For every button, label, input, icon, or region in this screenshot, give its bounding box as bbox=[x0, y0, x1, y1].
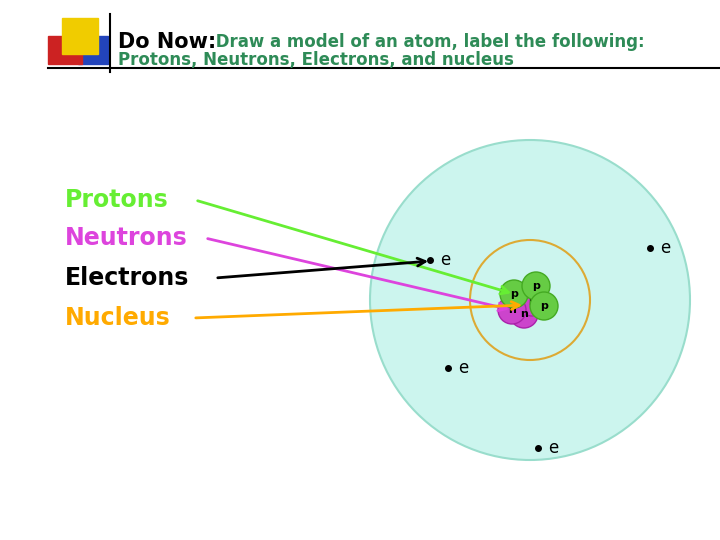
Text: Protons, Neutrons, Electrons, and nucleus: Protons, Neutrons, Electrons, and nucleu… bbox=[118, 51, 514, 69]
Bar bbox=[78, 36, 108, 64]
Text: Protons: Protons bbox=[65, 188, 168, 212]
Circle shape bbox=[370, 140, 690, 460]
Text: e: e bbox=[548, 439, 558, 457]
Text: e: e bbox=[458, 359, 468, 377]
Text: p: p bbox=[510, 289, 518, 299]
Circle shape bbox=[530, 292, 558, 320]
Circle shape bbox=[498, 296, 526, 324]
Circle shape bbox=[522, 272, 550, 300]
Circle shape bbox=[500, 280, 528, 308]
Circle shape bbox=[518, 288, 546, 316]
Text: p: p bbox=[532, 281, 540, 291]
Text: Electrons: Electrons bbox=[65, 266, 189, 290]
Circle shape bbox=[470, 240, 590, 360]
Text: e: e bbox=[660, 239, 670, 257]
Text: Draw a model of an atom, label the following:: Draw a model of an atom, label the follo… bbox=[210, 33, 644, 51]
Text: Do Now:: Do Now: bbox=[118, 32, 216, 52]
Text: n: n bbox=[508, 305, 516, 315]
Circle shape bbox=[510, 300, 538, 328]
Text: Neutrons: Neutrons bbox=[65, 226, 188, 250]
Text: n: n bbox=[528, 297, 536, 307]
Text: n: n bbox=[520, 309, 528, 319]
Text: p: p bbox=[540, 301, 548, 311]
Bar bbox=[48, 36, 82, 64]
Bar bbox=[62, 18, 98, 54]
Text: Nucleus: Nucleus bbox=[65, 306, 171, 330]
Text: e: e bbox=[440, 251, 450, 269]
